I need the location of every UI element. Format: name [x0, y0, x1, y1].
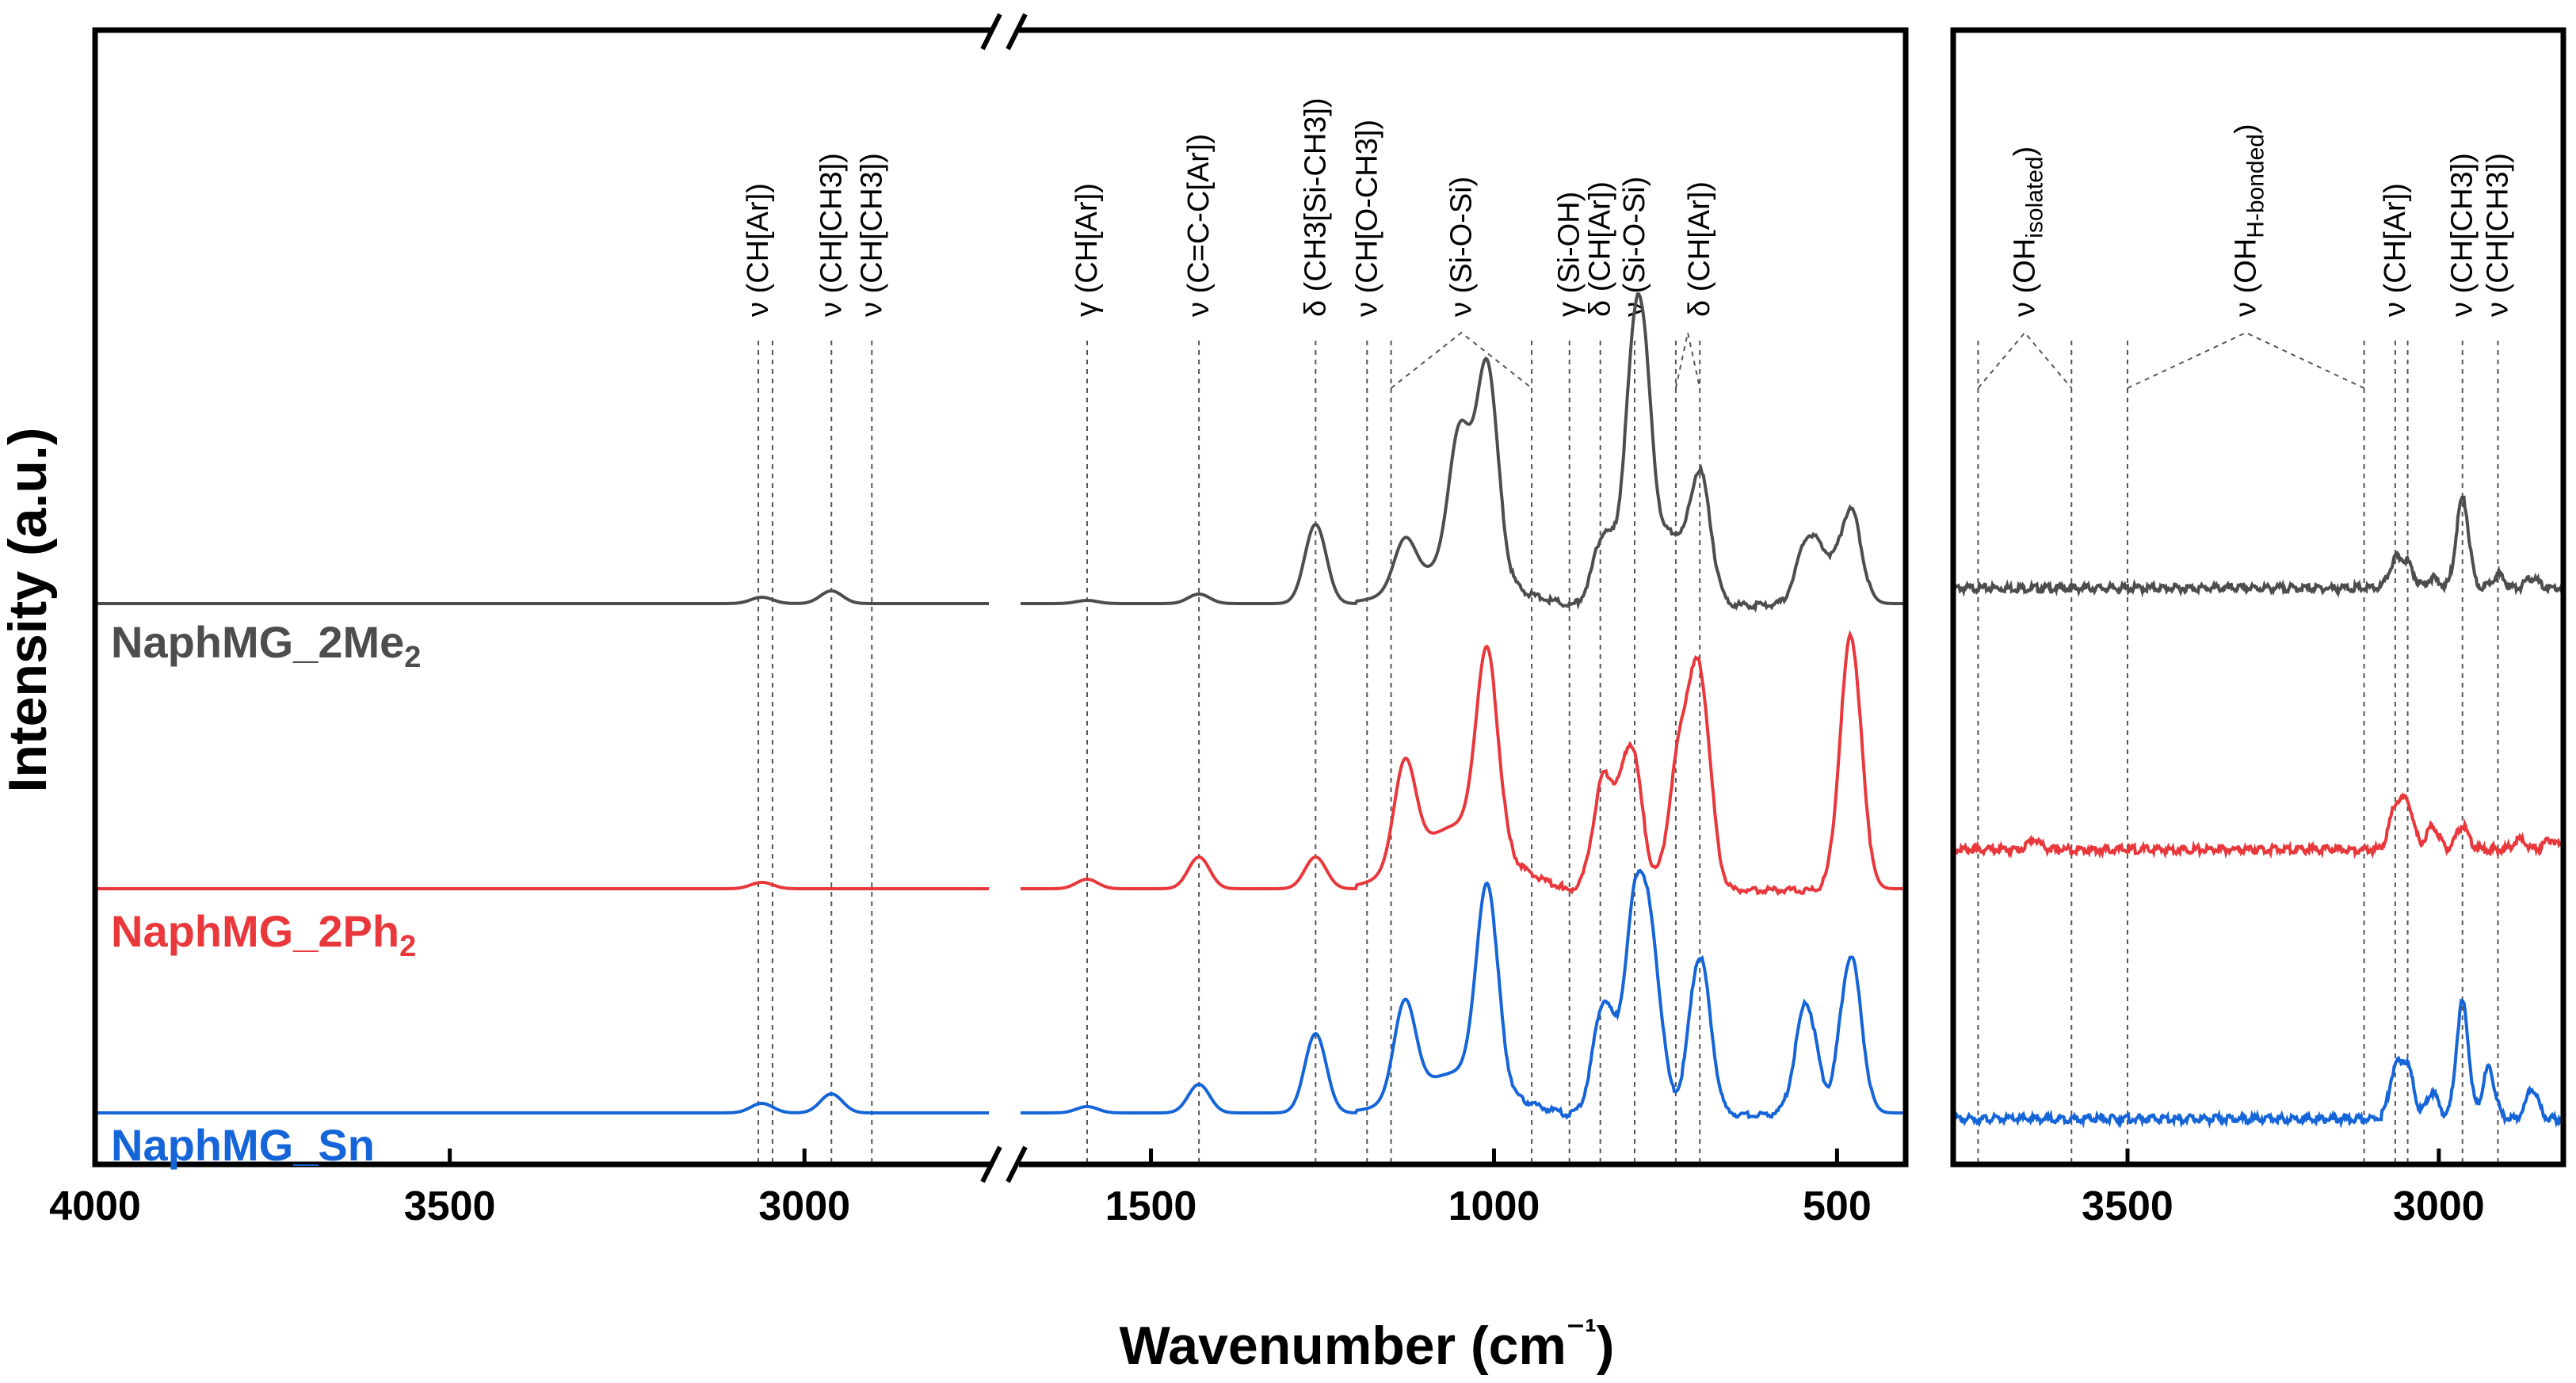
- spectrum-line-naphmg-2me: [1952, 495, 2565, 599]
- band-bracket: [1674, 332, 1701, 389]
- x-tick-label: 3000: [2393, 1183, 2485, 1229]
- series-label: NaphMG_2Ph2: [111, 906, 416, 963]
- axis-break-mark: [980, 13, 1002, 51]
- band-label: ν (CH[Ar]): [742, 183, 775, 317]
- series-label: NaphMG_2Me2: [111, 617, 421, 674]
- bracket-label: ν (Si-O-Si): [1444, 177, 1478, 317]
- band-label: ν (Si-O-Si): [1618, 177, 1651, 317]
- x-tick-label: 1000: [1448, 1183, 1540, 1229]
- right-spectrum-panel: ν (CH[Ar]) ν (CH[CH3]) ν (CH[CH3]) ν (OHiso…: [1950, 27, 2566, 1229]
- bracket-label: ν (OHisolated): [2008, 147, 2047, 317]
- band-bracket: [1977, 331, 2073, 389]
- band-label: δ (CH3[Si-CH3]): [1299, 97, 1332, 317]
- x-axis-title: Wavenumber (cm⁻¹): [1120, 1313, 1615, 1376]
- x-tick-label: 4000: [49, 1183, 141, 1229]
- axis-break-mark: [980, 1145, 1002, 1183]
- x-tick-label: 3500: [2082, 1183, 2173, 1229]
- band-label: ν (CH[O-CH3]): [1350, 120, 1383, 317]
- series-legend: NaphMG_2Me2 NaphMG_2Ph2 NaphMG_Sn: [111, 617, 421, 1170]
- band-label: ν (CH[CH3]): [2482, 153, 2515, 317]
- band-label: ν (CH[Ar]): [2379, 183, 2412, 317]
- band-label: δ (CH[Ar]): [1683, 181, 1716, 317]
- band-label: ν (CH[CH3]): [815, 153, 848, 317]
- x-tick-label: 1500: [1105, 1183, 1197, 1229]
- band-label: ν (C=C-C[Ar]): [1182, 134, 1215, 317]
- spectrum-line-naphmg-2ph: [1952, 792, 2564, 859]
- spectrum-line-naphmg-2ph: [95, 630, 1906, 897]
- band-bracket: [1390, 331, 1532, 389]
- x-tick-label: 3000: [758, 1183, 850, 1229]
- axis-break-mark: [1006, 1145, 1028, 1183]
- x-tick-label: 3500: [404, 1183, 496, 1229]
- band-label: γ (Si-OH): [1553, 192, 1586, 317]
- left-spectrum-panel: ν (CH[Ar]) ν (CH[CH3]) ν (CH[CH3]) γ (CH[Ar…: [49, 13, 1909, 1229]
- band-label: γ (CH[Ar]): [1070, 183, 1104, 317]
- x-tick-label: 500: [1803, 1183, 1872, 1229]
- band-label: ν (CH[CH3]): [855, 153, 888, 317]
- spectrum-line-naphmg-2me: [95, 292, 1906, 613]
- axis-break-mark: [1006, 13, 1028, 51]
- y-axis-title: Intensity (a.u.): [0, 428, 58, 793]
- spectrum-line-naphmg-sn: [95, 868, 1906, 1120]
- band-label: ν (CH[CH3]): [2446, 153, 2479, 317]
- band-label: δ (CH[Ar]): [1584, 181, 1617, 317]
- band-bracket: [2127, 331, 2364, 389]
- bracket-label: ν (OHH-bonded): [2229, 124, 2269, 317]
- series-label: NaphMG_Sn: [111, 1120, 375, 1170]
- panel-frame: [1950, 27, 2566, 1168]
- spectrum-line-naphmg-sn: [1952, 998, 2564, 1130]
